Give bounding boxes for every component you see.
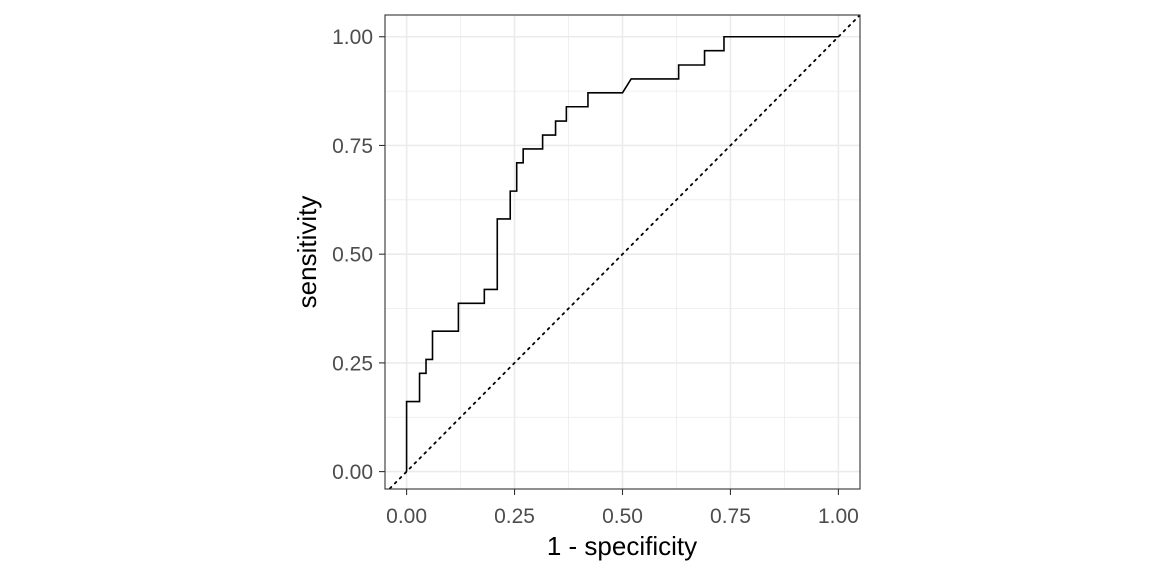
x-axis-title: 1 - specificity [547, 531, 697, 561]
y-tick-label: 0.25 [332, 352, 373, 375]
x-tick-label: 0.75 [710, 505, 751, 528]
tick-layer: 0.00 0.25 0.50 0.75 1.00 0.00 0.25 0.50 0.75 1.00 [332, 26, 859, 528]
x-tick-label: 0.25 [494, 505, 535, 528]
y-tick-label: 0.00 [332, 461, 373, 484]
grid-layer [385, 15, 860, 489]
y-axis-title: sensitivity [292, 196, 322, 309]
x-tick-label: 0.00 [386, 505, 427, 528]
series-layer [388, 15, 860, 489]
roc-curve-line [405, 35, 839, 472]
y-tick-label: 0.75 [332, 135, 373, 158]
x-tick-label: 1.00 [818, 505, 859, 528]
reference-diagonal-line [388, 15, 860, 489]
y-tick-label: 0.50 [332, 244, 373, 267]
x-tick-label: 0.50 [602, 505, 643, 528]
y-tick-label: 1.00 [332, 26, 373, 49]
